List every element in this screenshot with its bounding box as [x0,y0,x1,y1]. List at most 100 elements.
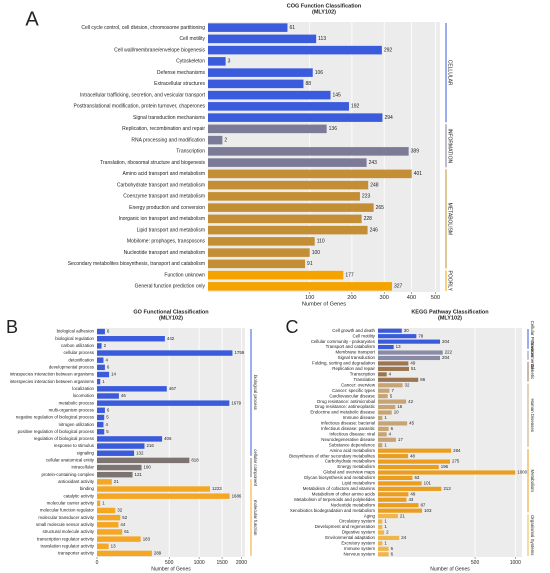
bar [208,282,392,291]
bar [378,475,413,481]
value-label: 49 [410,491,415,496]
group-label: cellular component [253,449,258,487]
value-label: 13 [396,344,401,349]
y-tick-label: Environmental adaptation [325,535,375,540]
y-tick-label: Coenzyme transport and metabolism [123,194,205,200]
value-label: 1000 [517,470,527,475]
value-label: 100 [312,250,321,256]
value-label: 87 [420,502,425,507]
value-label: 192 [351,104,360,110]
y-tick-label: Defense mechanisms [157,70,206,76]
y-tick-label: Cellular community - prokaryotes [311,339,376,344]
value-label: 6 [107,329,110,334]
value-label: 1 [384,519,387,524]
bar [97,364,105,371]
bar [97,457,190,464]
bar [97,378,101,385]
y-tick-label: Neurodegenerative disease [321,437,375,442]
bar [97,436,163,442]
value-label: 1 [102,379,105,384]
value-label: 6 [391,546,394,551]
y-tick-label: small molecule sensor activity [36,522,95,527]
y-tick-label: Cell cycle control, cell division, chrom… [81,25,205,31]
bar [97,514,121,521]
bar [97,464,142,471]
value-label: 10 [394,410,399,415]
chart-title: KEGG Pathway Classification [411,309,489,315]
bar [208,135,223,145]
y-tick-label: Lipid transport and metabolism [137,227,205,233]
value-label: 3 [228,59,231,65]
value-label: 2 [386,530,389,535]
bar [378,448,452,453]
bar [97,500,101,507]
group-label: Human Diseases [530,399,535,433]
bar [378,519,383,524]
bar [378,459,450,464]
y-tick-label: Replication and repair [332,366,375,371]
value-label: 63 [414,475,419,480]
value-label: 204 [442,355,450,360]
y-tick-label: Metabolism of other amino acids [312,491,376,496]
y-tick-label: transcription regulator activity [37,536,95,541]
bar [208,237,315,246]
y-tick-label: Immune system [344,546,375,551]
value-label: 21 [400,513,405,518]
y-tick-label: Endocrine and metabolic disease [310,410,375,415]
y-tick-label: Infectious disease: viral [329,431,375,436]
value-label: 32 [405,382,410,387]
y-tick-label: biological adhesion [57,329,95,334]
value-label: 1 [384,415,387,420]
y-tick-label: molecular transducer activity [38,515,94,520]
value-label: 190 [144,465,152,470]
x-tick-label: 500 [431,295,440,301]
group-label: Genetic [530,364,535,380]
y-tick-label: structural molecule activity [43,529,95,534]
value-label: 4 [389,431,392,436]
y-tick-label: RNA processing and modification [131,137,205,143]
value-label: 294 [384,115,393,121]
value-label: 17 [398,437,403,442]
bar [208,34,317,44]
value-label: 52 [122,515,127,520]
bar [378,334,417,339]
bar [97,543,109,549]
y-tick-label: Development and regeneration [315,524,376,529]
bar [208,225,368,235]
bar [378,503,419,508]
bar [378,546,389,551]
bar [378,361,409,366]
bar [97,529,123,535]
bar [378,383,403,388]
value-label: 103 [424,508,432,513]
bar [97,429,105,435]
panel-letter: B [6,317,18,337]
y-tick-label: Digestive system [342,530,376,535]
bar [97,350,233,356]
bar [378,443,383,448]
value-label: 389 [411,149,420,155]
y-tick-label: Energy metabolism [337,464,375,469]
value-label: 30 [404,328,409,333]
bar [378,377,419,382]
bar [208,124,327,134]
value-label: 228 [364,216,373,222]
bar [208,57,226,66]
y-tick-label: Intracellular trafficking, secretion, an… [80,92,206,98]
y-tick-label: Aging [364,513,376,518]
value-label: 223 [362,194,371,200]
bar [378,399,407,404]
value-label: 43 [408,497,413,502]
value-label: 1223 [212,486,222,491]
y-tick-label: Extracellular structures [154,81,205,87]
bar [97,493,230,499]
y-tick-label: Excretory system [341,541,375,546]
y-tick-label: Glycan biosynthesis and metabolism [304,475,376,480]
value-label: 467 [169,386,177,391]
group-label: Organismal Systems [530,515,535,556]
y-tick-label: molecular function regulator [40,508,95,513]
value-label: 5 [106,429,109,434]
bar [97,421,104,428]
bar [378,437,396,442]
bar [208,23,288,32]
